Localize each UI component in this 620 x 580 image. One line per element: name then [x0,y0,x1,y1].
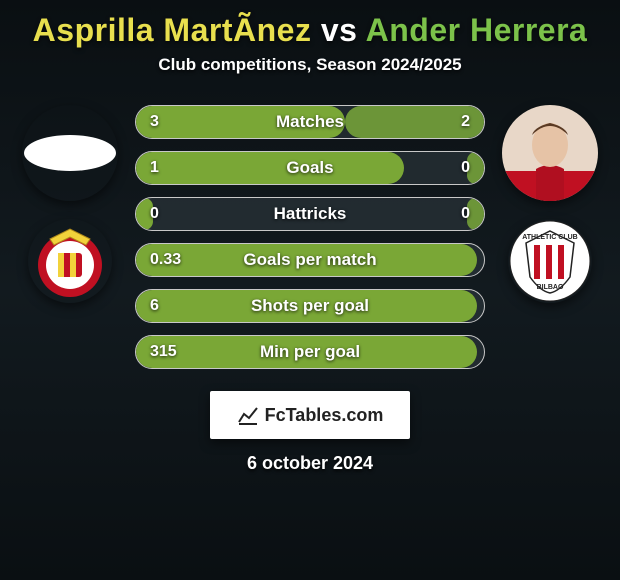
stat-label: Shots per goal [251,296,369,316]
stat-value-p1: 1 [150,159,190,177]
stat-bar: 6 Shots per goal [135,289,485,323]
snapshot-date: 6 october 2024 [0,453,620,474]
title-player1: Asprilla MartÃnez [33,12,312,48]
stat-label: Goals [286,158,333,178]
chart-icon [237,404,259,426]
girona-crest-icon [28,219,112,303]
stat-value-p2: 2 [430,113,470,131]
stat-bar: 3 2 Matches [135,105,485,139]
player1-column [15,105,125,303]
player1-club-badge [28,219,112,303]
comparison-title: Asprilla MartÃnez vs Ander Herrera [0,12,620,49]
stat-value-p1: 0 [150,205,190,223]
stat-value-p1: 3 [150,113,190,131]
stat-label: Hattricks [274,204,347,224]
stat-label: Min per goal [260,342,360,362]
stat-bar: 0.33 Goals per match [135,243,485,277]
stats-column: 3 2 Matches 1 0 Goals 0 0 Hattricks 0.33 Goals per… [135,105,485,369]
player1-silhouette-icon [22,129,118,177]
player2-photo [502,105,598,201]
stat-bar: 0 0 Hattricks [135,197,485,231]
player2-portrait-icon [502,105,598,201]
stat-bar: 1 0 Goals [135,151,485,185]
comparison-body: 3 2 Matches 1 0 Goals 0 0 Hattricks 0.33 Goals per… [0,105,620,369]
title-player2: Ander Herrera [366,12,588,48]
svg-text:ATHLETIC CLUB: ATHLETIC CLUB [522,234,577,241]
stat-label: Matches [276,112,344,132]
stat-value-p1: 0.33 [150,251,190,269]
stat-value-p1: 315 [150,343,190,361]
stat-label: Goals per match [243,250,376,270]
svg-text:BILBAO: BILBAO [537,284,564,291]
subtitle: Club competitions, Season 2024/2025 [0,55,620,75]
stat-bar: 315 Min per goal [135,335,485,369]
logo-text: FcTables.com [265,405,384,426]
player1-photo [22,105,118,201]
athletic-crest-icon: ATHLETIC CLUB BILBAO [508,219,592,303]
player2-club-badge: ATHLETIC CLUB BILBAO [508,219,592,303]
fctables-logo: FcTables.com [210,391,410,439]
player2-column: ATHLETIC CLUB BILBAO [495,105,605,303]
title-vs: vs [321,12,358,48]
stat-value-p2: 0 [430,159,470,177]
stat-value-p1: 6 [150,297,190,315]
stat-value-p2: 0 [430,205,470,223]
